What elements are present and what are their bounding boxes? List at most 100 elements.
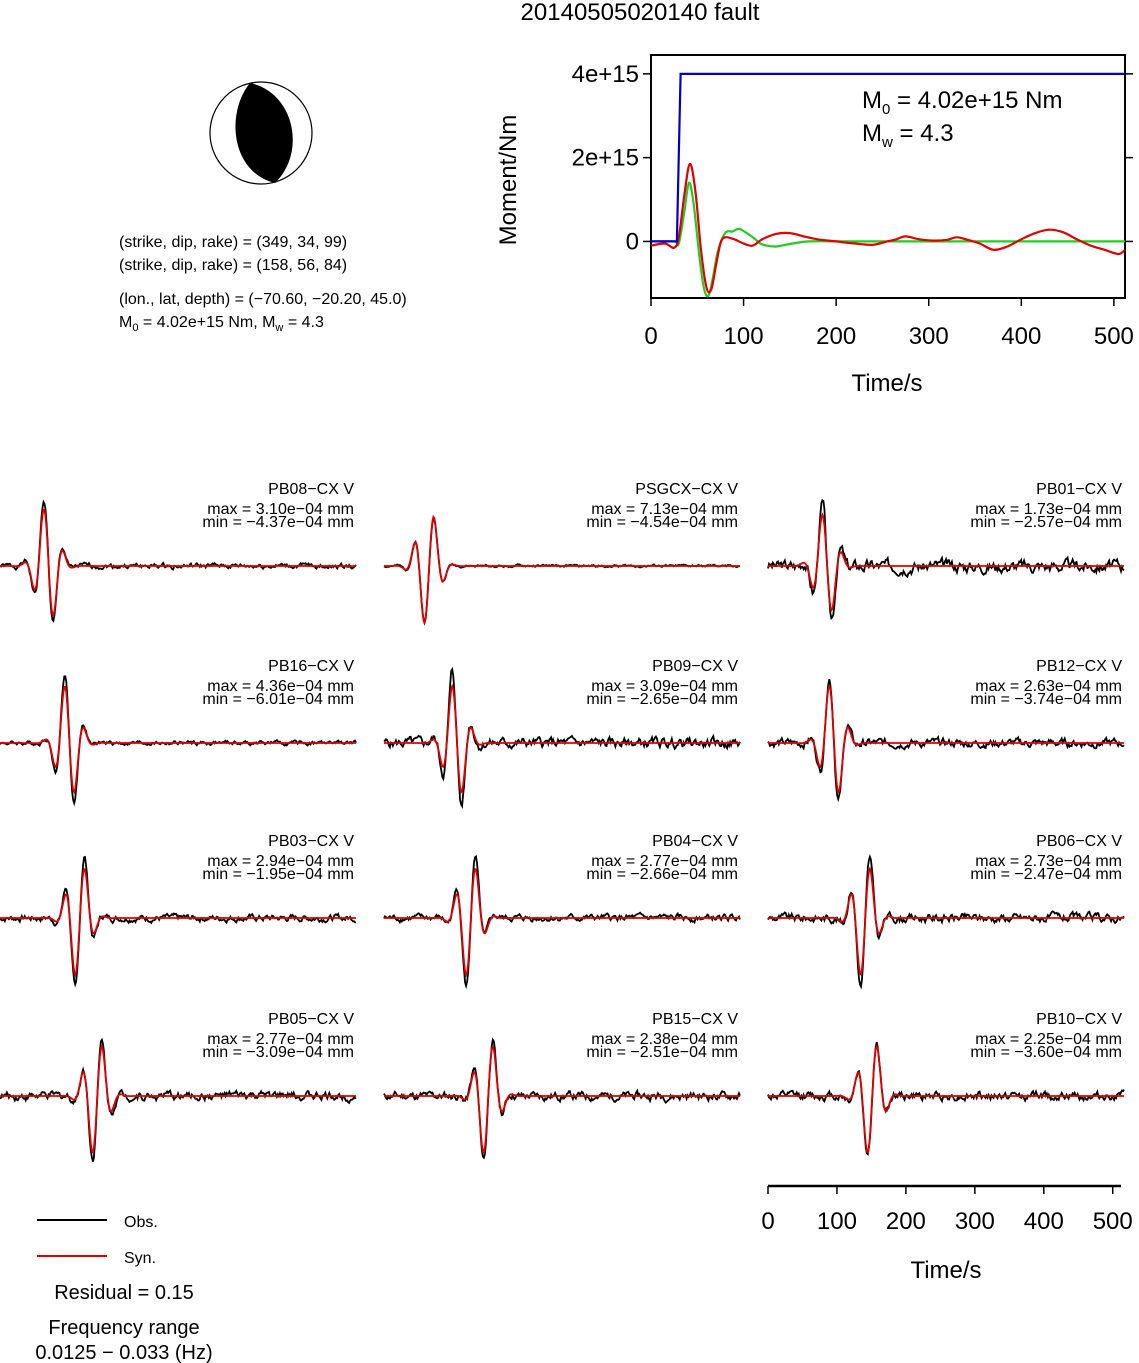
station-name: PB06−CX V — [1036, 833, 1122, 850]
stf-series-line — [650, 162, 1126, 294]
station-min: min = −4.37e−04 mm — [202, 514, 354, 531]
station-name: PB04−CX V — [652, 833, 738, 850]
observed-trace — [383, 666, 741, 809]
stf-ytick-label: 0 — [626, 228, 639, 255]
station-max: max = 7.13e−04 mm — [591, 501, 738, 518]
stf-xtick-label: 0 — [644, 323, 657, 350]
waveform-xtick-label: 500 — [1093, 1208, 1133, 1235]
stf-plot-frame — [650, 54, 1126, 299]
stf-mw-annotation: Mw = 4.3 — [862, 120, 954, 151]
hypocenter-location: (lon., lat, depth) = (−70.60, −20.20, 45… — [119, 291, 407, 308]
waveform-xtick-label: 200 — [886, 1208, 926, 1235]
stf-m0-annotation: M0 = 4.02e+15 Nm — [862, 87, 1062, 118]
station-min: min = −2.57e−04 mm — [970, 514, 1122, 531]
station-max: max = 2.73e−04 mm — [975, 853, 1122, 870]
stf-xtick-label: 300 — [909, 323, 949, 350]
station-max: max = 2.77e−04 mm — [591, 853, 738, 870]
synthetic-trace — [768, 683, 1124, 794]
stf-ylabel: Moment/Nm — [495, 115, 522, 246]
observed-trace — [383, 517, 741, 626]
legend-obs-label: Obs. — [124, 1214, 158, 1231]
synthetic-trace — [384, 867, 740, 978]
residual-text: Residual = 0.15 — [54, 1282, 194, 1304]
stf-xlabel: Time/s — [851, 370, 922, 397]
frequency-range-value: 0.0125 − 0.033 (Hz) — [35, 1342, 212, 1363]
observed-trace — [0, 1037, 357, 1162]
stf-series — [650, 72, 1126, 298]
stf-ytick-label: 4e+15 — [572, 61, 639, 88]
station-min: min = −3.09e−04 mm — [202, 1044, 354, 1061]
focal-mechanism-beachball — [209, 81, 313, 185]
synthetic-trace — [384, 514, 740, 626]
station-min: min = −1.95e−04 mm — [202, 866, 354, 883]
station-min: min = −2.51e−04 mm — [586, 1044, 738, 1061]
waveform-xtick-label: 0 — [761, 1208, 774, 1235]
station-name: PB09−CX V — [652, 658, 738, 675]
station-name: PB05−CX V — [268, 1011, 354, 1028]
station-max: max = 2.25e−04 mm — [975, 1031, 1122, 1048]
station-name: PB12−CX V — [1036, 658, 1122, 675]
station-max: max = 2.94e−04 mm — [207, 853, 354, 870]
waveform-xtick-label: 400 — [1024, 1208, 1064, 1235]
stf-series-line — [651, 72, 1125, 243]
station-max: max = 2.63e−04 mm — [975, 678, 1122, 695]
station-min: min = −2.47e−04 mm — [970, 866, 1122, 883]
waveform-xtick-label: 100 — [817, 1208, 857, 1235]
stf-axis-ticks: 0 100 200 300 400 500 0 2e+15 4e+15 — [572, 61, 1134, 350]
station-max: max = 3.09e−04 mm — [591, 678, 738, 695]
station-name: PB10−CX V — [1036, 1011, 1122, 1028]
station-min: min = −2.65e−04 mm — [586, 691, 738, 708]
station-name: PB03−CX V — [268, 833, 354, 850]
legend: Obs. Syn. Residual = 0.15 Frequency rang… — [35, 1214, 212, 1363]
synthetic-trace — [768, 1044, 1124, 1155]
stf-xtick-label: 100 — [724, 323, 764, 350]
station-min: min = −6.01e−04 mm — [202, 691, 354, 708]
station-min: min = −3.60e−04 mm — [970, 1044, 1122, 1061]
synthetic-trace — [0, 685, 356, 795]
synthetic-trace — [768, 512, 1124, 613]
synthetic-trace — [768, 866, 1124, 977]
station-max: max = 2.77e−04 mm — [207, 1031, 354, 1048]
stf-xtick-label: 200 — [816, 323, 856, 350]
station-min: min = −3.74e−04 mm — [970, 691, 1122, 708]
station-name: PB01−CX V — [1036, 481, 1122, 498]
waveform-xlabel: Time/s — [910, 1257, 981, 1284]
figure-title: 20140505020140 fault — [521, 0, 760, 26]
synthetic-trace — [0, 1044, 356, 1155]
nodal-plane-1: (strike, dip, rake) = (349, 34, 99) — [119, 234, 347, 251]
synthetic-trace — [384, 1044, 740, 1155]
waveform-time-axis: Time/s 0 100 200 300 400 500 — [761, 1184, 1133, 1284]
station-max: max = 4.36e−04 mm — [207, 678, 354, 695]
stf-xtick-label: 500 — [1094, 323, 1134, 350]
station-max: max = 3.10e−04 mm — [207, 501, 354, 518]
synthetic-trace — [0, 867, 356, 978]
nodal-plane-2: (strike, dip, rake) = (158, 56, 84) — [119, 257, 347, 274]
station-max: max = 1.73e−04 mm — [975, 501, 1122, 518]
solution-info: (strike, dip, rake) = (349, 34, 99) (str… — [119, 234, 407, 334]
legend-syn-label: Syn. — [124, 1250, 156, 1267]
station-name: PB15−CX V — [652, 1011, 738, 1028]
station-name: PB16−CX V — [268, 658, 354, 675]
stf-ytick-label: 2e+15 — [572, 145, 639, 172]
moment-magnitude-summary: M0 = 4.02e+15 Nm, Mw = 4.3 — [119, 314, 324, 334]
station-name: PSGCX−CX V — [635, 481, 738, 498]
stf-xtick-label: 400 — [1001, 323, 1041, 350]
station-min: min = −2.66e−04 mm — [586, 866, 738, 883]
station-name: PB08−CX V — [268, 481, 354, 498]
waveform-xtick-label: 300 — [955, 1208, 995, 1235]
source-time-function-plot: 0 100 200 300 400 500 0 2e+15 4e+15 Time/s Momen… — [495, 54, 1134, 397]
station-max: max = 2.38e−04 mm — [591, 1031, 738, 1048]
